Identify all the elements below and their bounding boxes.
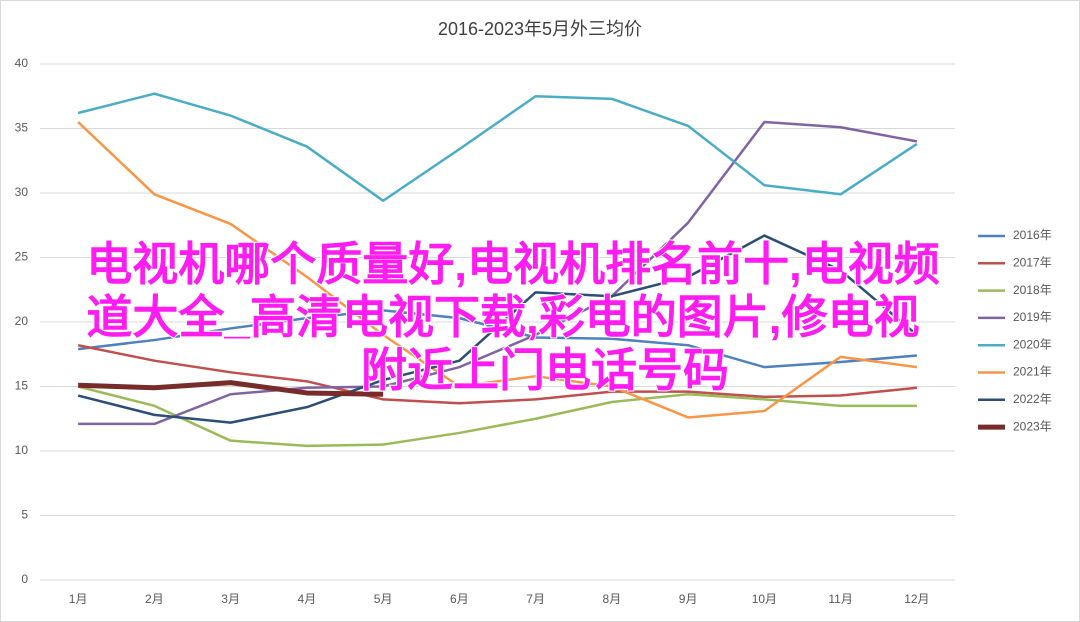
x-tick-label: 7月: [526, 592, 545, 606]
legend-label: 2022年: [1013, 392, 1052, 406]
series-line: [77, 234, 918, 424]
y-tick-label: 25: [15, 250, 29, 264]
x-tick-label: 2月: [145, 592, 164, 606]
y-tick-label: 20: [15, 314, 29, 328]
legend-label: 2020年: [1013, 337, 1052, 351]
overlay-text: 道大全_高清电视下载,彩电的图片,修电视: [86, 291, 919, 343]
x-tick-label: 10月: [752, 592, 777, 606]
x-tick-label: 4月: [298, 592, 317, 606]
overlay-text: 电视机哪个质量好,电视机排名前十,电视频: [86, 238, 940, 290]
overlay-text: 附近上门电话号码: [361, 344, 729, 396]
x-tick-label: 9月: [679, 592, 698, 606]
x-tick-label: 6月: [450, 592, 469, 606]
series-line: [77, 92, 918, 202]
series-line: [77, 121, 918, 419]
y-tick-label: 0: [21, 572, 28, 586]
y-tick-label: 10: [15, 443, 29, 457]
x-tick-label: 5月: [374, 592, 393, 606]
legend-label: 2021年: [1013, 365, 1052, 379]
x-tick-label: 8月: [603, 592, 622, 606]
x-tick-label: 3月: [221, 592, 240, 606]
legend-label: 2016年: [1013, 228, 1052, 242]
y-tick-label: 30: [15, 185, 29, 199]
y-tick-label: 40: [15, 56, 29, 70]
legend-label: 2023年: [1013, 419, 1052, 433]
series-line: [78, 120, 918, 426]
legend-label: 2018年: [1013, 283, 1052, 297]
series-line: [78, 380, 384, 397]
x-tick-label: 12月: [904, 592, 929, 606]
x-tick-label: 11月: [828, 592, 852, 606]
y-tick-label: 5: [21, 508, 28, 522]
x-tick-label: 1月: [69, 592, 88, 606]
chart-title: 2016-2023年5月外三均价: [438, 19, 642, 39]
series-line: [77, 343, 918, 405]
legend-label: 2017年: [1013, 255, 1052, 269]
y-tick-label: 15: [15, 379, 29, 393]
y-tick-label: 35: [15, 121, 29, 135]
legend-label: 2019年: [1013, 310, 1052, 324]
